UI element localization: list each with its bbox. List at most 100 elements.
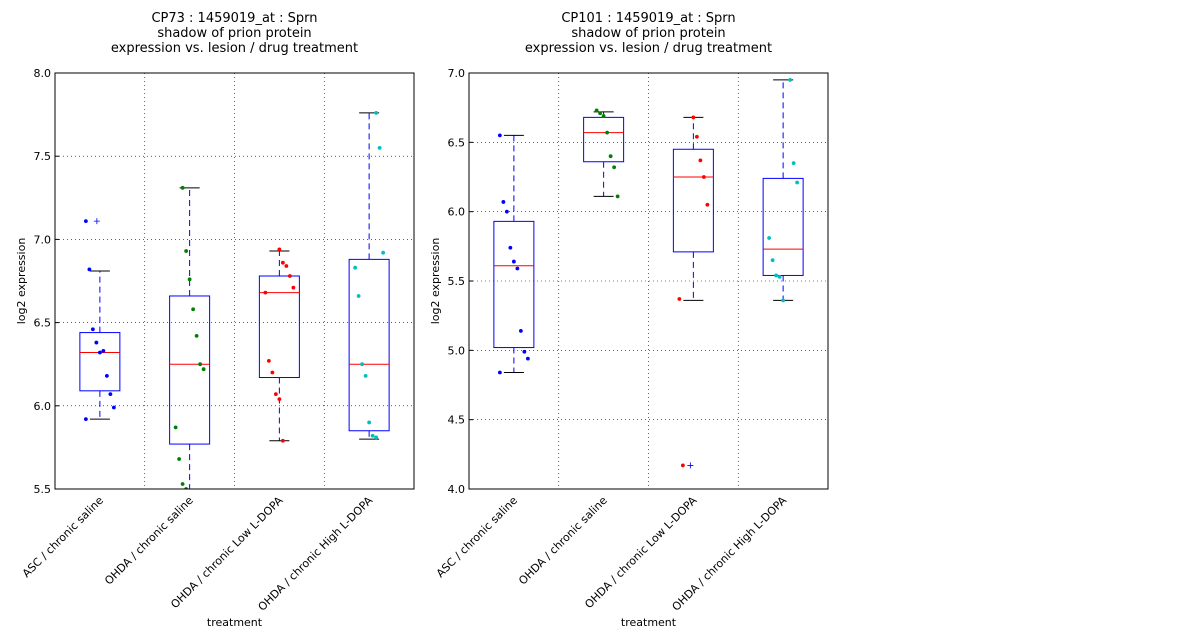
data-point <box>788 78 793 82</box>
data-point <box>605 130 610 135</box>
data-point <box>615 194 620 199</box>
data-point <box>83 219 88 223</box>
x-tick-label: ASC / chronic saline <box>20 494 106 580</box>
data-point <box>680 463 685 468</box>
x-tick-label: OHDA / chronic saline <box>102 494 196 588</box>
plot-clip <box>493 78 804 469</box>
data-point <box>522 349 527 354</box>
data-point <box>201 367 206 372</box>
data-point <box>187 277 192 282</box>
data-point <box>795 180 800 185</box>
data-point <box>508 245 513 250</box>
box <box>672 148 714 253</box>
box <box>762 177 804 276</box>
data-point <box>180 185 185 190</box>
data-point <box>701 175 706 179</box>
data-point <box>291 285 296 290</box>
data-point <box>515 266 520 271</box>
data-point <box>525 356 530 361</box>
data-point <box>501 200 506 204</box>
data-point <box>111 405 116 410</box>
data-point <box>191 307 196 312</box>
data-point <box>381 250 386 255</box>
data-point <box>497 370 502 375</box>
data-point <box>356 294 361 298</box>
data-point <box>280 260 285 265</box>
data-point <box>781 298 786 303</box>
data-point <box>94 340 99 345</box>
chart-title: shadow of prion protein <box>571 26 725 41</box>
data-point <box>101 348 106 353</box>
x-tick-label: OHDA / chronic saline <box>516 494 610 588</box>
data-point <box>598 111 603 116</box>
y-tick-label: 7.0 <box>448 67 466 80</box>
y-tick-label: 5.5 <box>448 275 466 288</box>
chart-title: CP101 : 1459019_at : Sprn <box>561 11 735 26</box>
box <box>169 295 211 445</box>
data-point <box>277 247 282 252</box>
data-point <box>90 327 95 332</box>
data-point <box>363 373 368 378</box>
y-tick-label: 8.0 <box>34 67 52 80</box>
data-point <box>367 420 372 425</box>
data-point <box>266 358 271 363</box>
data-point <box>504 209 509 214</box>
data-point <box>511 259 516 264</box>
data-point <box>284 264 289 268</box>
data-point <box>770 258 775 263</box>
plot-frame <box>54 72 415 490</box>
data-point <box>698 158 703 163</box>
plot-frame <box>468 72 829 490</box>
chart-title: expression vs. lesion / drug treatment <box>111 41 358 56</box>
data-point <box>360 362 365 367</box>
data-point <box>177 457 182 461</box>
data-point <box>263 290 268 295</box>
box <box>348 258 390 432</box>
data-point <box>83 417 88 422</box>
data-point <box>198 362 203 367</box>
data-point <box>270 370 275 375</box>
data-point <box>374 435 379 440</box>
data-point <box>694 134 699 139</box>
data-point <box>104 373 109 378</box>
chart-title: shadow of prion protein <box>157 26 311 41</box>
data-point <box>791 161 796 166</box>
data-point <box>601 114 606 118</box>
data-point <box>518 329 523 333</box>
data-point <box>287 274 292 278</box>
outlier <box>687 462 694 469</box>
data-point <box>108 392 113 397</box>
data-point <box>677 297 682 301</box>
data-point <box>277 397 282 402</box>
y-tick-label: 5.5 <box>34 483 52 496</box>
data-point <box>497 133 502 138</box>
data-point <box>273 392 278 397</box>
plot-clip <box>79 111 390 489</box>
y-tick-label: 6.5 <box>34 317 52 330</box>
y-tick-label: 6.5 <box>448 136 466 149</box>
data-point <box>767 236 772 240</box>
y-axis-label: log2 expression <box>15 238 28 325</box>
y-tick-label: 5.0 <box>448 344 466 357</box>
chart-title: expression vs. lesion / drug treatment <box>525 41 772 56</box>
box <box>79 332 121 392</box>
y-tick-label: 6.0 <box>34 400 52 413</box>
y-tick-label: 4.5 <box>448 414 466 427</box>
y-tick-label: 7.5 <box>34 150 52 163</box>
data-point <box>594 108 599 113</box>
data-point <box>173 425 178 430</box>
box <box>583 116 625 163</box>
data-point <box>184 249 189 253</box>
data-point <box>612 165 617 170</box>
data-point <box>194 334 199 338</box>
data-point <box>608 154 613 159</box>
chart-title: CP73 : 1459019_at : Sprn <box>151 11 317 26</box>
x-axis-label: treatment <box>621 616 677 629</box>
data-point <box>691 115 696 120</box>
y-tick-label: 7.0 <box>34 233 52 246</box>
data-point <box>280 438 285 443</box>
outlier <box>93 218 100 225</box>
